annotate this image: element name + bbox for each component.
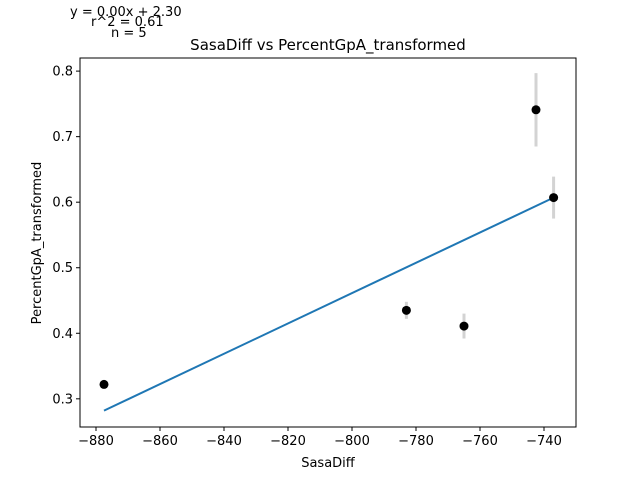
x-tick-label-1: −880 bbox=[78, 434, 114, 449]
data-point-4 bbox=[531, 105, 541, 115]
x-tick-label-7: −760 bbox=[462, 434, 498, 449]
fit-line bbox=[103, 196, 555, 412]
data-point-5 bbox=[549, 193, 559, 203]
y-tick-label-6: 0.8 bbox=[52, 65, 73, 80]
x-tick-label-2: −860 bbox=[142, 434, 178, 449]
x-tick-label-3: −840 bbox=[206, 434, 242, 449]
data-point-2 bbox=[401, 305, 411, 315]
y-tick-label-2: 0.4 bbox=[52, 327, 73, 342]
x-tick-label-4: −820 bbox=[270, 434, 306, 449]
x-tick-label-6: −780 bbox=[398, 434, 434, 449]
data-point-3 bbox=[459, 321, 469, 331]
y-tick-label-4: 0.6 bbox=[52, 196, 73, 211]
y-tick-label-3: 0.5 bbox=[52, 261, 73, 276]
plot-layer: −880 −860 −840 −820 −800 −780 −760 −740 0.3 0.4 0.… bbox=[52, 57, 577, 449]
data-point-1 bbox=[99, 379, 109, 389]
chart-title: SasaDiff vs PercentGpA_transformed bbox=[190, 36, 466, 55]
y-axis-label: PercentGpA_transformed bbox=[30, 162, 45, 325]
fit-equation-annotation: y = 0.00x + 2.30 bbox=[70, 5, 182, 20]
sample-size-annotation: n = 5 bbox=[111, 26, 147, 41]
x-tick-label-5: −800 bbox=[334, 434, 370, 449]
axes-frame bbox=[79, 57, 577, 428]
y-tick-label-1: 0.3 bbox=[52, 392, 73, 407]
r-squared-annotation: r^2 = 0.61 bbox=[91, 15, 164, 30]
x-tick-label-8: −740 bbox=[526, 434, 562, 449]
x-axis-label: SasaDiff bbox=[301, 456, 356, 471]
y-tick-label-5: 0.7 bbox=[52, 130, 73, 145]
